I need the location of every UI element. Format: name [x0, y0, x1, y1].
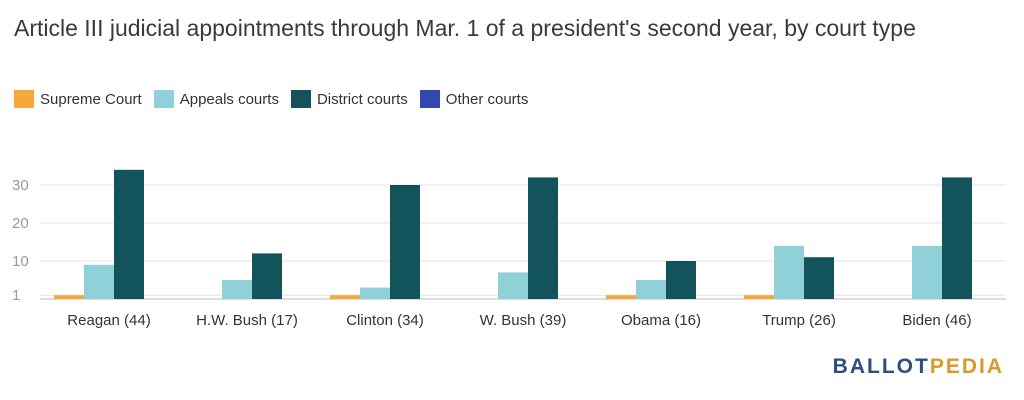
y-tick-label: 1 [12, 287, 20, 304]
y-tick-label: 10 [12, 253, 29, 270]
bar-district-courts [528, 177, 558, 299]
legend-label-district-courts: District courts [316, 90, 408, 108]
bar-appeals-courts [84, 264, 114, 299]
chart-title: Article III judicial appointments throug… [14, 15, 916, 41]
bar-district-courts [114, 169, 144, 299]
x-tick-label: Biden (46) [902, 312, 971, 329]
x-tick-label: Reagan (44) [67, 312, 150, 329]
y-tick-label: 30 [12, 177, 29, 194]
legend-swatch-other-courts [419, 90, 440, 108]
legend-item-appeals-courts: Appeals courts [153, 90, 279, 108]
x-tick-label: Obama (16) [621, 312, 701, 329]
bar-supreme-court [744, 295, 774, 299]
bar-appeals-courts [774, 245, 804, 299]
bar-appeals-courts [498, 272, 528, 299]
legend-label-supreme-court: Supreme Court [40, 90, 142, 108]
bar-appeals-courts [912, 245, 942, 299]
ballotpedia-logo: BALLOTPEDIA [832, 355, 1004, 378]
legend: Supreme Court Appeals courts District co… [14, 90, 540, 108]
x-tick-label: W. Bush (39) [480, 312, 567, 329]
legend-label-other-courts: Other courts [445, 90, 529, 108]
bar-supreme-court [54, 295, 84, 299]
bar-appeals-courts [636, 280, 666, 299]
bar-district-courts [666, 261, 696, 299]
bar-supreme-court [606, 295, 636, 299]
legend-swatch-district-courts [290, 90, 311, 108]
bar-district-courts [942, 177, 972, 299]
x-tick-label: H.W. Bush (17) [196, 312, 298, 329]
bar-supreme-court [330, 295, 360, 299]
legend-label-appeals-courts: Appeals courts [179, 90, 279, 108]
legend-item-district-courts: District courts [290, 90, 408, 108]
legend-item-supreme-court: Supreme Court [14, 90, 142, 108]
bar-appeals-courts [222, 280, 252, 299]
legend-item-other-courts: Other courts [419, 90, 529, 108]
x-tick-label: Clinton (34) [346, 312, 424, 329]
bar-district-courts [804, 257, 834, 299]
bar-district-courts [252, 253, 282, 299]
legend-swatch-appeals-courts [153, 90, 174, 108]
x-tick-label: Trump (26) [762, 312, 836, 329]
y-tick-label: 20 [12, 215, 29, 232]
bar-appeals-courts [360, 287, 390, 299]
bar-district-courts [390, 185, 420, 299]
legend-swatch-supreme-court [14, 90, 34, 108]
